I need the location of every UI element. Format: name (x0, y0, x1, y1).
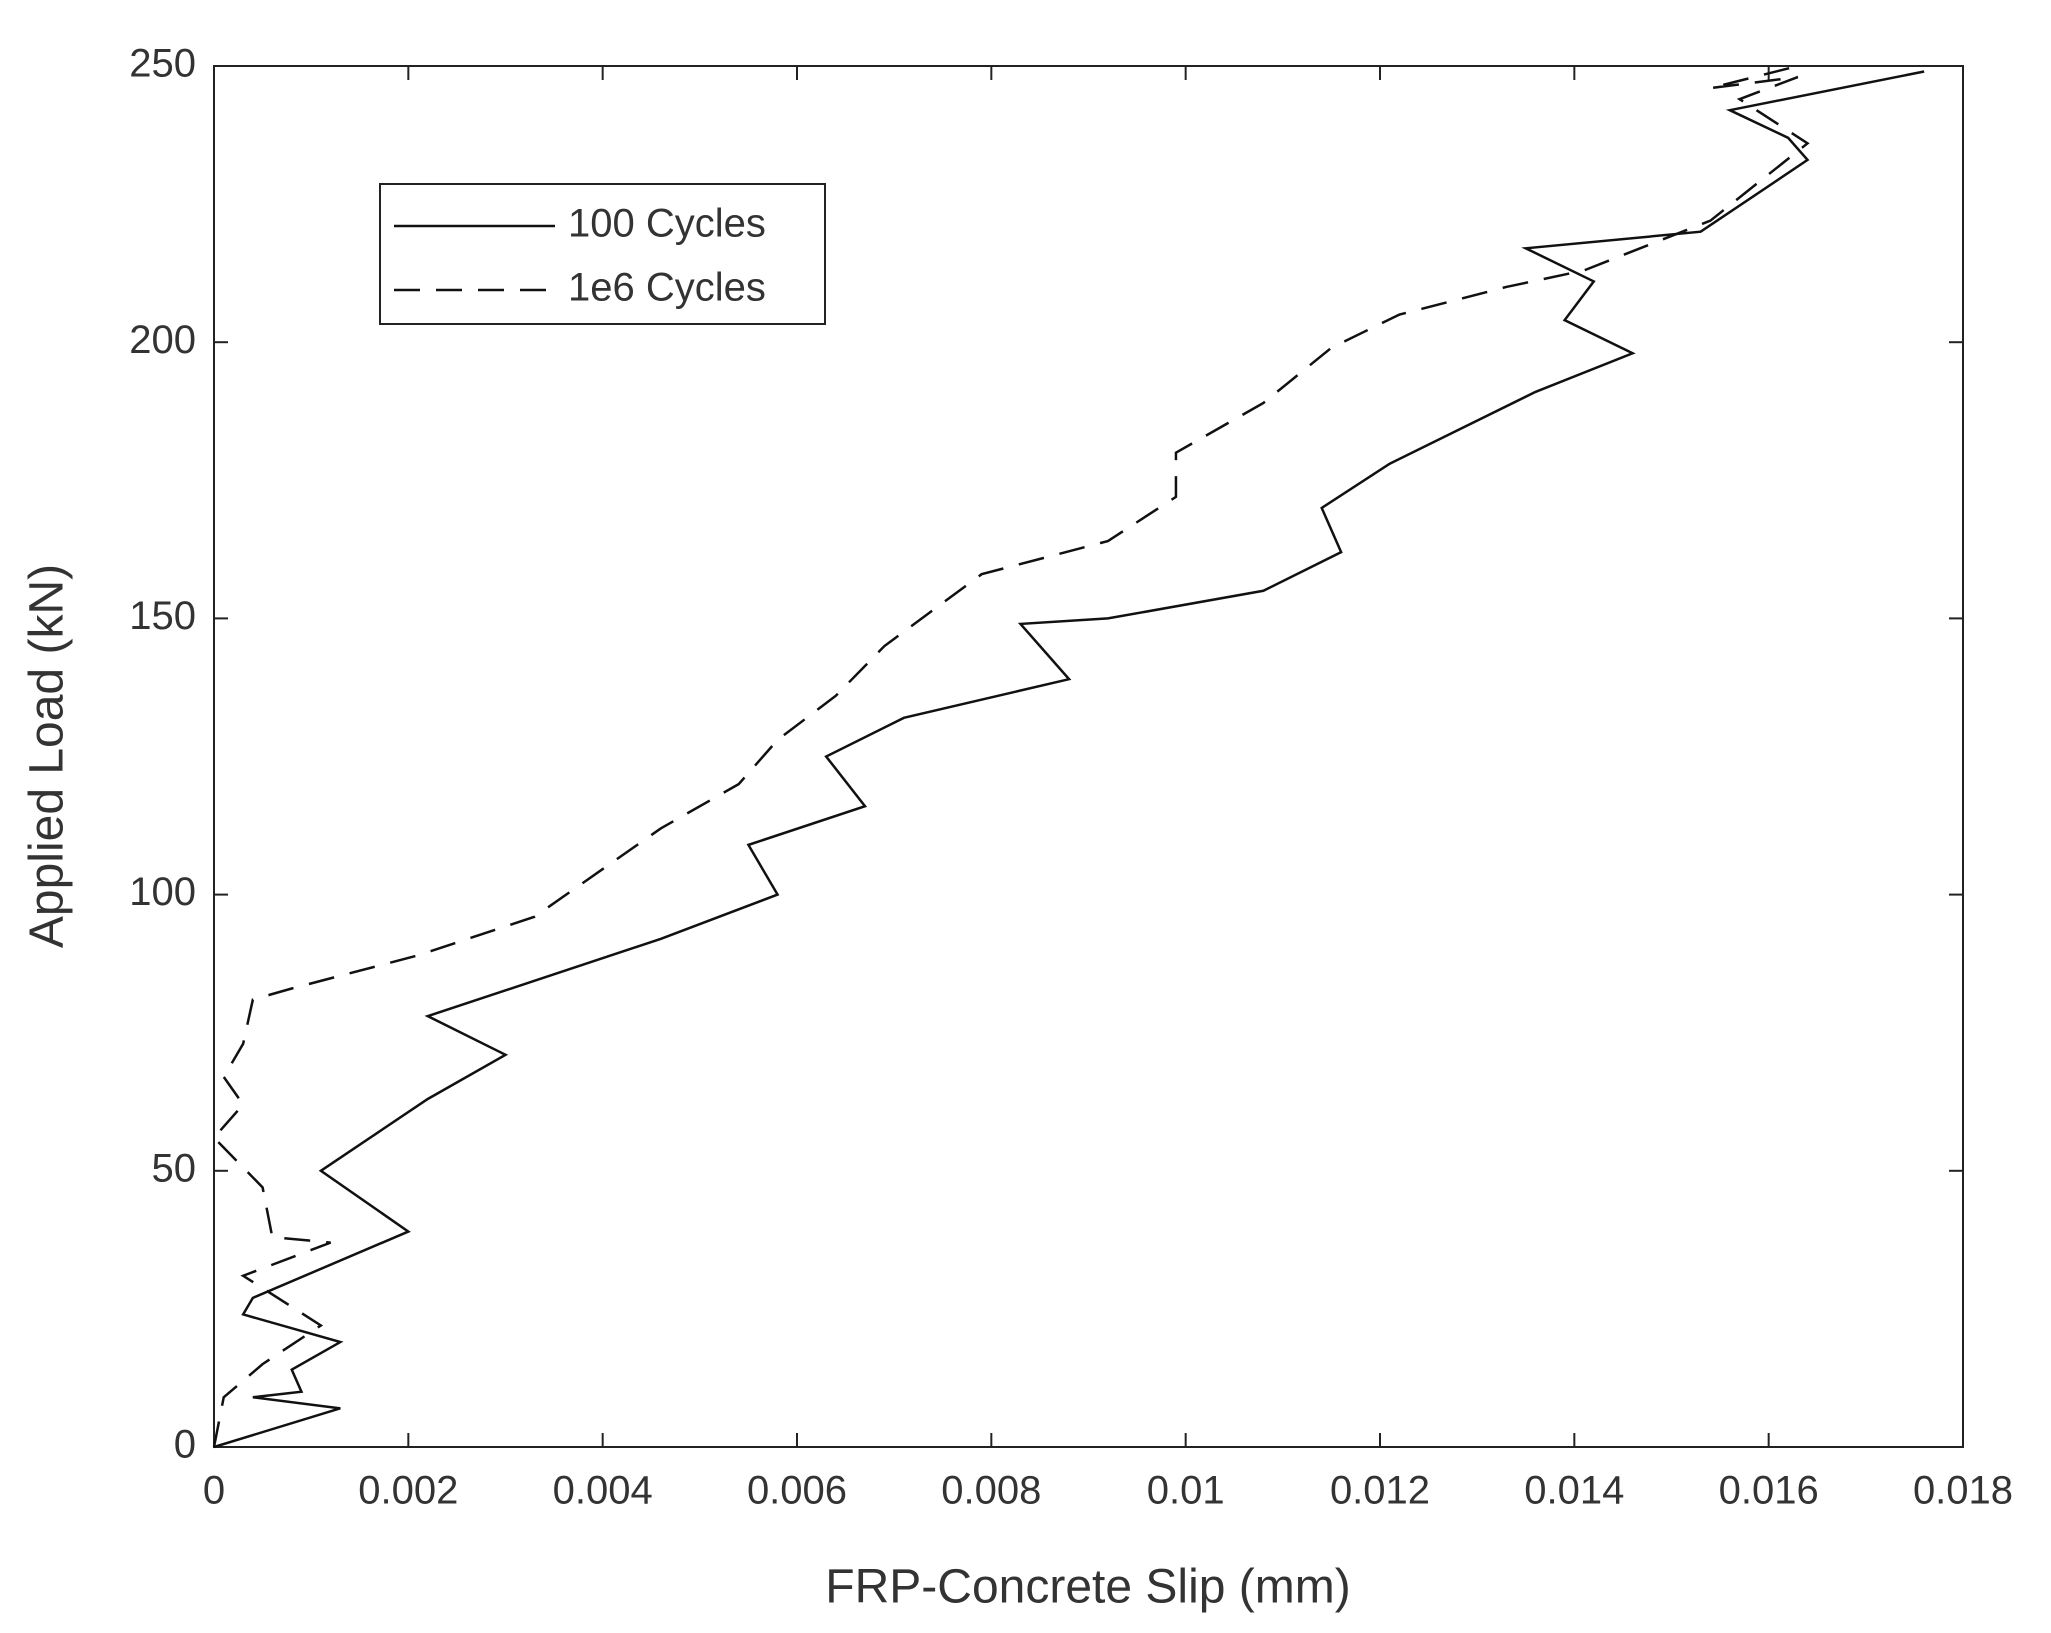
legend-label: 100 Cycles (568, 202, 766, 246)
x-tick-label: 0.002 (358, 1469, 458, 1513)
y-tick-label: 250 (129, 42, 196, 86)
x-tick-label: 0.004 (553, 1469, 653, 1513)
y-tick-label: 100 (129, 870, 196, 914)
y-tick-label: 0 (174, 1423, 196, 1467)
data-line (212, 64, 1810, 1448)
plot-frame (213, 65, 1964, 1448)
legend-label: 1e6 Cycles (568, 266, 766, 310)
x-tick-label: 0.01 (1147, 1469, 1225, 1513)
x-tick-label: 0.014 (1524, 1469, 1624, 1513)
y-axis-label: Applied Load (kN) (21, 564, 74, 948)
x-axis-label: FRP-Concrete Slip (mm) (825, 1561, 1350, 1614)
y-tick-label: 50 (152, 1146, 197, 1190)
x-tick-label: 0.018 (1913, 1469, 2013, 1513)
x-tick-label: 0.008 (941, 1469, 1041, 1513)
x-tick-label: 0.016 (1719, 1469, 1819, 1513)
x-tick-label: 0.012 (1330, 1469, 1430, 1513)
x-tick-label: 0 (203, 1469, 225, 1513)
x-tick-label: 0.006 (747, 1469, 847, 1513)
legend-box (379, 183, 826, 325)
y-tick-label: 200 (129, 318, 196, 362)
y-tick-label: 150 (129, 594, 196, 638)
data-line (213, 70, 1925, 1449)
